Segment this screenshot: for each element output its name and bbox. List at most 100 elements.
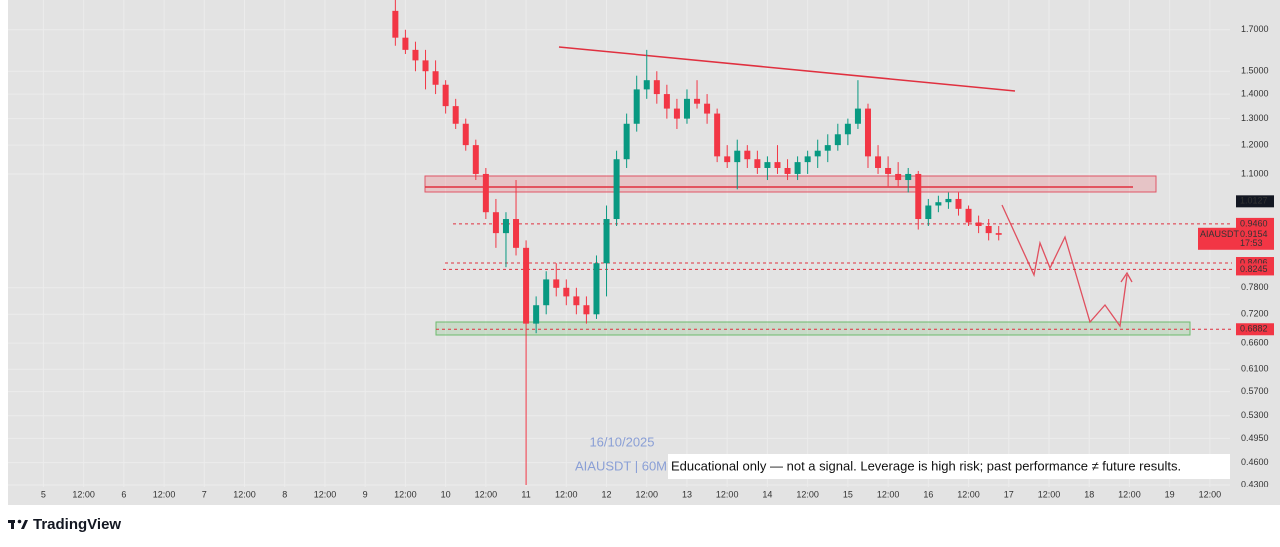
- price-label: 1.0127: [1240, 196, 1268, 206]
- candle-body: [814, 150, 821, 157]
- y-axis: 1.7000 1.5000 1.4000 1.3000 1.2000 1.1000 0.78…: [1198, 24, 1274, 489]
- candle-body: [854, 108, 861, 124]
- candle-body: [945, 198, 952, 203]
- x-tick-label: 12:00: [957, 489, 980, 499]
- projection-arrowhead: [1120, 271, 1133, 283]
- x-tick-label: 12:00: [314, 489, 337, 499]
- x-tick-label: 12:00: [475, 489, 498, 499]
- x-tick-label: 12:00: [1118, 489, 1141, 499]
- candle-body: [613, 159, 620, 220]
- candle-body: [734, 150, 741, 163]
- y-tick-label: 0.4950: [1241, 433, 1269, 443]
- candle-body: [452, 106, 459, 124]
- candle-body: [663, 94, 670, 109]
- watermark-symbol: AIAUSDT | 60M: [575, 458, 667, 473]
- resistance-zone: [424, 175, 1157, 193]
- level-label: 0.8245: [1240, 264, 1268, 274]
- y-tick-label: 1.3000: [1241, 113, 1269, 123]
- x-tick-label: 12:00: [1199, 489, 1222, 499]
- price-label-box: [1236, 195, 1274, 208]
- x-tick-label: 13: [682, 489, 692, 499]
- brand: TradingView: [33, 516, 121, 533]
- candle-body: [442, 84, 449, 107]
- x-tick-label: 19: [1165, 489, 1175, 499]
- candle-body: [754, 159, 761, 168]
- x-tick-label: 12:00: [153, 489, 176, 499]
- candle-body: [975, 222, 982, 227]
- candle-body: [623, 123, 630, 160]
- candle-body: [683, 98, 690, 119]
- level-label-box: [1236, 323, 1274, 336]
- x-tick-label: 18: [1084, 489, 1094, 499]
- candle-body: [824, 145, 831, 151]
- logo-mark: [11, 520, 14, 529]
- candle-body: [583, 305, 590, 315]
- candle-body: [563, 287, 570, 297]
- x-tick-label: 14: [762, 489, 772, 499]
- x-tick-label: 16: [923, 489, 933, 499]
- level-label: 0.8406: [1240, 257, 1268, 267]
- candle-body: [523, 247, 530, 324]
- candle-body: [915, 173, 922, 220]
- candle-body: [844, 123, 851, 135]
- x-tick-label: 6: [121, 489, 126, 499]
- candle-body: [432, 71, 439, 85]
- level-label-box: [1236, 263, 1274, 276]
- countdown-label: 17:53: [1240, 238, 1263, 248]
- candle-body: [603, 219, 610, 264]
- y-tick-label: 0.5300: [1241, 410, 1269, 420]
- candle-body: [694, 98, 701, 104]
- y-tick-label: 0.4600: [1241, 457, 1269, 467]
- x-tick-label: 12:00: [796, 489, 819, 499]
- candle-body: [985, 226, 992, 234]
- x-tick-label: 12:00: [555, 489, 578, 499]
- time-axis: [8, 487, 1280, 505]
- candle-body: [764, 162, 771, 168]
- x-tick-label: 12:00: [716, 489, 739, 499]
- y-tick-label: 1.5000: [1241, 66, 1269, 76]
- candle-body: [402, 37, 409, 50]
- logo: TradingView: [8, 516, 121, 533]
- x-axis: 5 12:00 6 12:00 7 12:00 8 12:00 9 12:00 10 12:00 11 1…: [41, 489, 1221, 499]
- y-tick-label: 0.6600: [1241, 337, 1269, 347]
- x-tick-label: 15: [843, 489, 853, 499]
- candle-body: [895, 173, 902, 181]
- candle-body: [955, 198, 962, 209]
- candle-body: [653, 80, 660, 95]
- candle-body: [925, 205, 932, 220]
- candle-body: [543, 279, 550, 306]
- grid: [8, 0, 1230, 487]
- candle-body: [704, 103, 711, 114]
- candle-body: [965, 208, 972, 223]
- y-tick-label: 1.2000: [1241, 140, 1269, 150]
- candle-body: [422, 60, 429, 72]
- disclaimer: Educational only — not a signal. Leverag…: [671, 458, 1181, 473]
- x-tick-label: 12:00: [1038, 489, 1061, 499]
- y-tick-label: 1.1000: [1241, 168, 1269, 178]
- symbol-label: AIAUSDT: [1200, 229, 1240, 239]
- y-tick-label: 0.6100: [1241, 364, 1269, 374]
- candle-body: [864, 108, 871, 157]
- x-tick-label: 12:00: [72, 489, 95, 499]
- y-tick-label: 1.7000: [1241, 24, 1269, 34]
- x-tick-label: 10: [441, 489, 451, 499]
- y-tick-label: 0.4300: [1241, 479, 1269, 489]
- candle-body: [633, 89, 640, 124]
- trendline: [558, 46, 1016, 92]
- candle-body: [553, 279, 560, 288]
- last-price-box: [1198, 227, 1274, 250]
- candle-body: [784, 167, 791, 174]
- candle-body: [533, 305, 540, 324]
- candle-body: [392, 10, 399, 38]
- candle-body: [573, 296, 580, 306]
- candle-body: [804, 156, 811, 163]
- level-label-box: [1236, 217, 1274, 230]
- candle-body: [834, 134, 841, 146]
- support-zone: [435, 321, 1191, 336]
- y-tick-label: 0.5700: [1241, 386, 1269, 396]
- candle-body: [875, 156, 882, 168]
- candle-body: [724, 156, 731, 163]
- candle-body: [714, 113, 721, 157]
- x-tick-label: 12:00: [877, 489, 900, 499]
